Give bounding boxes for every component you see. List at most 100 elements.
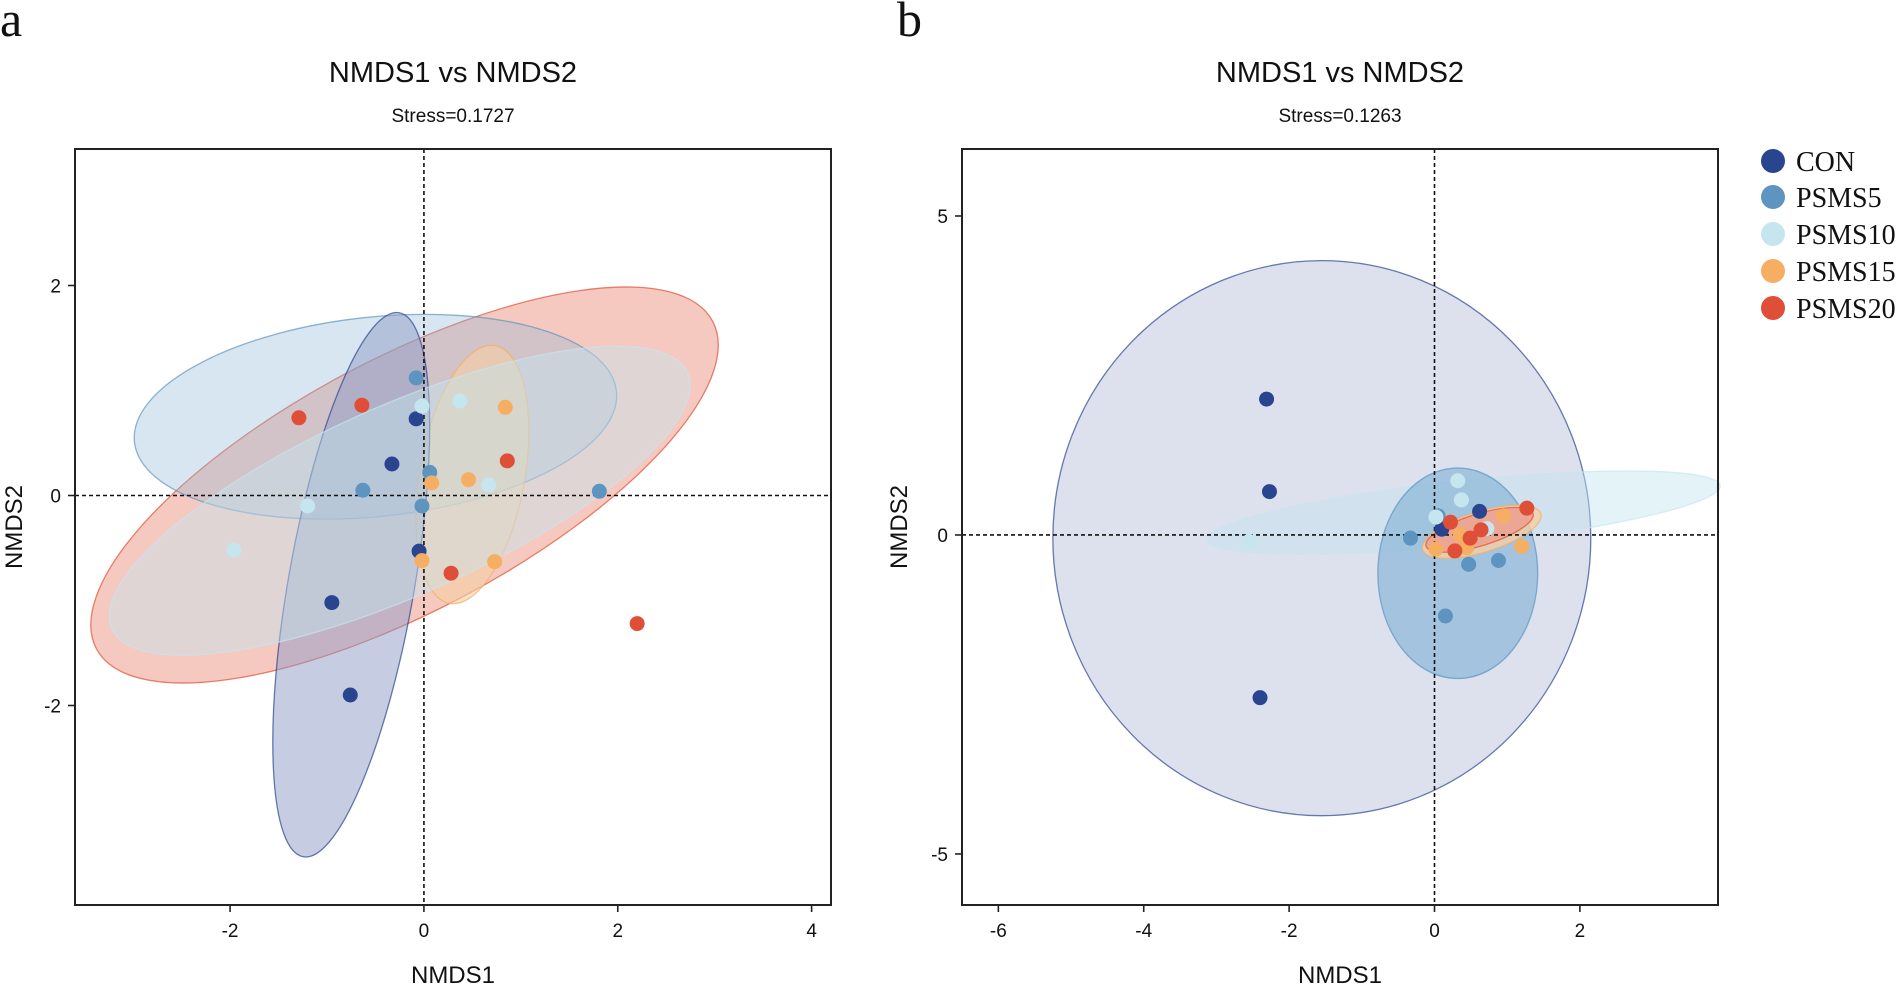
panel-a-point-con-2 [342, 687, 358, 703]
panel-b-point-psms10-2 [1428, 509, 1444, 525]
panel-b-x-axis-label: NMDS1 [1298, 962, 1382, 987]
panel-b-point-psms20-3 [1462, 530, 1478, 546]
panel-b-point-psms10-3 [1453, 492, 1469, 508]
panel-a-x-tick-label-2: 0 [419, 921, 430, 942]
panel-b-x-tick-label-3: -2 [1281, 921, 1298, 942]
panel-b-point-psms15-3 [1496, 508, 1512, 524]
panel-a-point-psms10-5 [481, 477, 497, 493]
panel-b-point-psms20-1 [1442, 514, 1458, 530]
legend-item-psms15: PSMS15 [1761, 257, 1896, 288]
panel-a-y-tick-label-1: -2 [44, 697, 61, 718]
panel-b: b NMDS1 vs NMDS2 Stress=0.1263 -6 -4 -2 0 2 … [886, 0, 1721, 987]
legend-label-psms15: PSMS15 [1796, 257, 1896, 288]
legend-label-psms5: PSMS5 [1796, 183, 1882, 214]
panel-a-title: NMDS1 vs NMDS2 [329, 57, 577, 89]
panel-a-ellipse-con [272, 311, 431, 858]
panel-a-point-psms10-3 [414, 398, 430, 414]
panel-a-ellipses [90, 286, 719, 858]
panel-a-x-ticks: -2 0 2 4 [222, 905, 817, 942]
panel-b-y-ticks: -5 0 5 [931, 207, 962, 866]
panel-a-point-con-3 [408, 411, 424, 427]
panel-a-point-psms15-4 [414, 553, 430, 569]
panel-b-x-tick-label-2: -4 [1135, 921, 1152, 942]
panel-b-x-tick-label-1: -6 [990, 921, 1007, 942]
panel-b-zero-lines [962, 149, 1718, 905]
panel-a-point-psms20-5 [629, 616, 645, 632]
panel-a: a NMDS1 vs NMDS2 Stress=0.1727 -2 0 2 4 -2 0… [0, 0, 832, 987]
panel-b-point-psms5-2 [1437, 608, 1453, 624]
panel-b-point-con-3 [1252, 690, 1268, 706]
panel-b-point-psms5-1 [1403, 530, 1419, 546]
panel-b-point-psms20-5 [1519, 500, 1535, 516]
legend-label-con: CON [1796, 147, 1855, 178]
panel-a-point-con-1 [324, 595, 340, 611]
panel-a-point-psms20-4 [443, 565, 459, 581]
panel-b-point-psms20-4 [1473, 522, 1489, 538]
panel-b-point-psms5-3 [1461, 556, 1477, 572]
panel-b-point-con-1 [1259, 391, 1275, 407]
panel-a-ellipse-psms10 [108, 345, 691, 656]
panel-a-point-psms5-1 [408, 370, 424, 386]
panel-a-point-psms20-2 [354, 397, 370, 413]
panel-b-title: NMDS1 vs NMDS2 [1216, 57, 1464, 89]
panel-a-point-psms5-2 [355, 482, 371, 498]
panel-a-x-tick-label-1: -2 [222, 921, 239, 942]
panel-b-x-ticks: -6 -4 -2 0 2 [990, 905, 1585, 942]
panel-b-x-tick-label-4: 0 [1429, 921, 1440, 942]
panel-a-plot-frame [74, 148, 832, 906]
panel-a-y-ticks: -2 0 2 [44, 277, 75, 718]
legend: CON PSMS5 PSMS10 PSMS15 PSMS20 [1761, 147, 1896, 325]
legend-marker-psms5 [1761, 185, 1785, 209]
panel-b-y-tick-label-1: -5 [931, 845, 948, 866]
legend-marker-con [1761, 149, 1785, 173]
legend-item-psms10: PSMS10 [1761, 220, 1896, 251]
panel-a-point-psms10-4 [452, 393, 468, 409]
panel-b-point-con-2 [1261, 484, 1277, 500]
legend-label-psms10: PSMS10 [1796, 220, 1896, 251]
legend-marker-psms20 [1761, 296, 1785, 320]
panel-a-zero-lines [75, 149, 831, 905]
panel-b-point-psms5-4 [1490, 552, 1506, 568]
panel-b-x-tick-label-5: 2 [1575, 921, 1586, 942]
legend-label-psms20: PSMS20 [1796, 294, 1896, 325]
panel-a-point-psms5-4 [414, 498, 430, 514]
legend-marker-psms10 [1761, 222, 1785, 246]
panel-a-y-tick-label-3: 2 [50, 277, 61, 298]
panel-b-plot-frame [961, 148, 1719, 906]
panel-b-subtitle: Stress=0.1263 [1278, 106, 1401, 127]
panel-a-y-axis-label: NMDS2 [1, 485, 28, 569]
panel-a-x-tick-label-3: 2 [612, 921, 623, 942]
panel-b-point-con-5 [1472, 503, 1488, 519]
panel-a-point-psms15-2 [461, 472, 477, 488]
panel-a-point-psms10-1 [226, 542, 242, 558]
legend-item-con: CON [1761, 147, 1855, 178]
panel-b-points [1241, 391, 1535, 706]
panel-b-ellipses [1052, 259, 1721, 817]
panel-b-point-psms15-1 [1428, 541, 1444, 557]
legend-item-psms5: PSMS5 [1761, 183, 1882, 214]
panel-a-x-tick-label-4: 4 [806, 921, 817, 942]
panel-a-x-axis-label: NMDS1 [411, 962, 495, 987]
panel-a-point-psms10-2 [300, 498, 316, 514]
legend-item-psms20: PSMS20 [1761, 294, 1896, 325]
panel-b-y-tick-label-3: 5 [937, 207, 948, 228]
panel-b-point-psms15-4 [1514, 538, 1530, 554]
panel-a-point-psms20-1 [291, 410, 307, 426]
panel-a-subtitle: Stress=0.1727 [391, 106, 514, 127]
legend-marker-psms15 [1761, 259, 1785, 283]
panel-a-y-tick-label-2: 0 [50, 487, 61, 508]
panel-a-point-psms15-3 [497, 399, 513, 415]
panel-b-letter: b [897, 0, 922, 47]
panel-a-points [226, 370, 645, 703]
panel-b-y-tick-label-2: 0 [937, 526, 948, 547]
panel-a-letter: a [0, 0, 22, 47]
panel-b-point-psms20-2 [1447, 543, 1463, 559]
panel-b-point-psms10-4 [1450, 473, 1466, 489]
panel-a-point-psms15-5 [487, 554, 503, 570]
panel-b-point-psms10-1 [1241, 533, 1257, 549]
panel-a-point-psms15-1 [424, 475, 440, 491]
panel-a-point-psms20-3 [499, 453, 515, 469]
panel-a-point-psms5-5 [591, 483, 607, 499]
panel-a-point-con-4 [384, 456, 400, 472]
